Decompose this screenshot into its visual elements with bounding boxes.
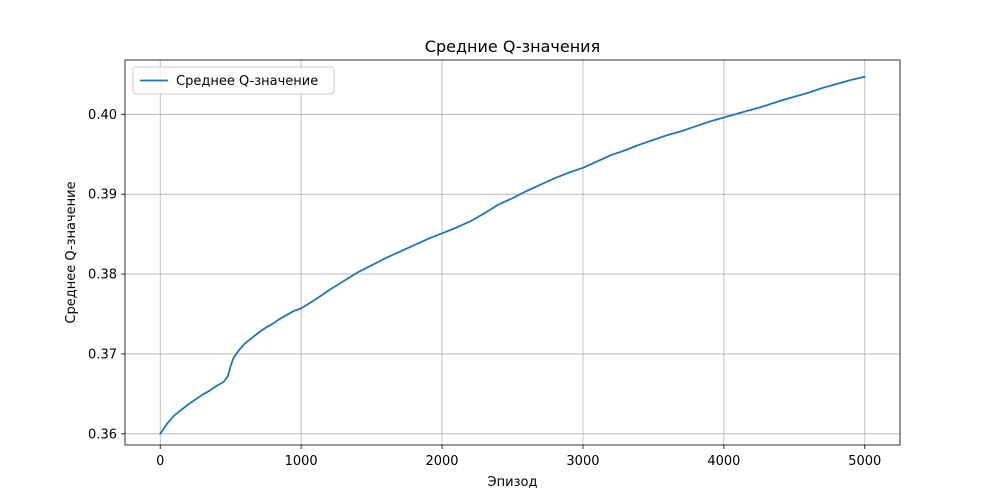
- grid: [125, 60, 900, 445]
- y-tick-label: 0.40: [88, 108, 117, 123]
- y-tick-label: 0.36: [88, 427, 117, 442]
- legend-label: Среднее Q-значение: [176, 74, 318, 89]
- x-tick-label: 3000: [566, 454, 599, 469]
- x-axis-label: Эпизод: [488, 475, 538, 490]
- y-tick-label: 0.39: [88, 188, 117, 203]
- legend: Среднее Q-значение: [132, 66, 335, 95]
- y-axis-label: Среднее Q-значение: [64, 181, 79, 323]
- chart-title: Средние Q-значения: [425, 37, 600, 56]
- x-tick-label: 2000: [425, 454, 458, 469]
- x-tick-label: 5000: [848, 454, 881, 469]
- y-axis: 0.36 0.37 0.38 0.39 0.40: [88, 108, 125, 442]
- y-tick-label: 0.37: [88, 347, 117, 362]
- plot-frame: [124, 59, 901, 446]
- legend-box: [132, 66, 335, 95]
- y-tick-label: 0.38: [88, 268, 117, 283]
- x-tick-label: 0: [156, 454, 164, 469]
- series-layer: [159, 75, 866, 435]
- x-axis: 0 1000 2000 3000 4000 5000: [156, 445, 881, 469]
- series-line: [159, 75, 866, 435]
- x-tick-label: 1000: [285, 454, 318, 469]
- x-tick-label: 4000: [707, 454, 740, 469]
